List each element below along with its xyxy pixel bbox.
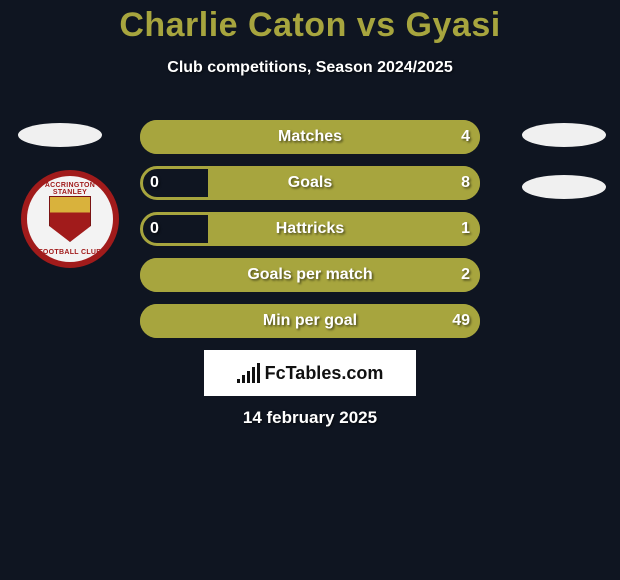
club-crest: ACCRINGTON STANLEY FOOTBALL CLUB xyxy=(21,170,119,268)
page-title: Charlie Caton vs Gyasi xyxy=(0,0,620,45)
subtitle: Club competitions, Season 2024/2025 xyxy=(0,59,620,77)
left-player-badge xyxy=(18,123,102,147)
stat-row-right-fill xyxy=(208,212,480,246)
stat-row: Matches4 xyxy=(140,120,480,154)
stat-row-right-fill xyxy=(140,258,480,292)
stat-row-left-value: 0 xyxy=(150,220,159,238)
stat-row-right-fill xyxy=(208,166,480,200)
stat-row: Min per goal49 xyxy=(140,304,480,338)
stat-row: Goals08 xyxy=(140,166,480,200)
stat-row-right-value: 49 xyxy=(452,312,470,330)
crest-shield-icon xyxy=(49,196,91,242)
stat-row-right-fill xyxy=(140,120,480,154)
logo-bars-icon xyxy=(237,363,261,383)
crest-top-text: ACCRINGTON STANLEY xyxy=(27,182,113,196)
crest-bottom-text: FOOTBALL CLUB xyxy=(27,249,113,256)
stat-row-right-value: 4 xyxy=(461,128,470,146)
stat-row-right-value: 2 xyxy=(461,266,470,284)
date-text: 14 february 2025 xyxy=(0,408,620,428)
stat-row-right-fill xyxy=(140,304,480,338)
stat-row: Goals per match2 xyxy=(140,258,480,292)
stats-rows: Matches4Goals08Hattricks01Goals per matc… xyxy=(140,120,480,350)
right-player-badge xyxy=(522,123,606,147)
fctables-logo: FcTables.com xyxy=(204,350,416,396)
stat-row-right-value: 1 xyxy=(461,220,470,238)
stat-row-right-value: 8 xyxy=(461,174,470,192)
logo-text: FcTables.com xyxy=(265,363,384,384)
stat-row-left-value: 0 xyxy=(150,174,159,192)
stat-row: Hattricks01 xyxy=(140,212,480,246)
right-player-badge-2 xyxy=(522,175,606,199)
